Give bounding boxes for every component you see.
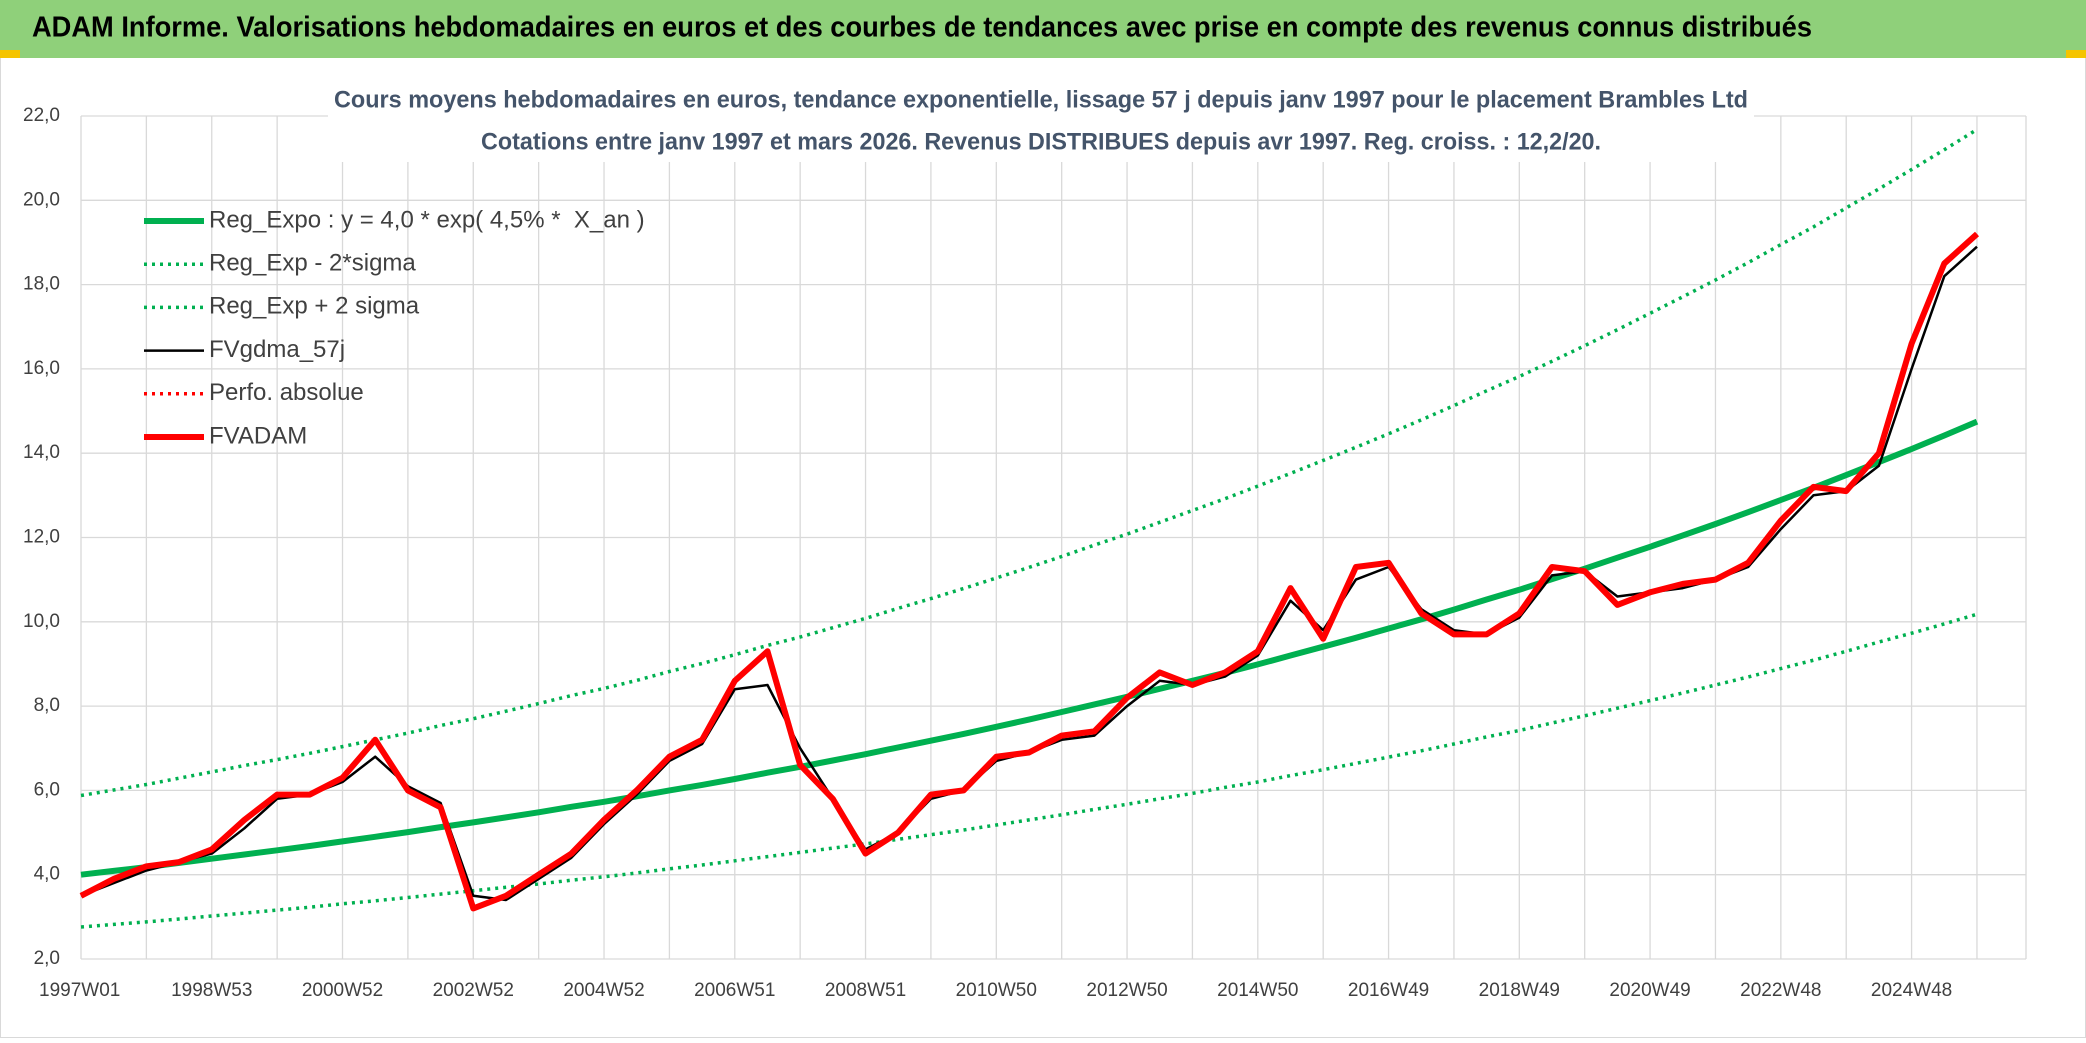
- x-tick-label: 1998W53: [171, 980, 252, 1001]
- y-tick-label: 4,0: [34, 864, 60, 885]
- y-tick-label: 12,0: [23, 527, 60, 548]
- y-tick-label: 2,0: [34, 948, 60, 969]
- x-tick-label: 2008W51: [825, 980, 906, 1001]
- x-tick-label: 2004W52: [563, 980, 644, 1001]
- legend-label: FVADAM: [209, 422, 307, 449]
- y-tick-label: 22,0: [23, 105, 60, 126]
- series-line: [80, 418, 1979, 878]
- legend: Reg_Expo : y = 4,0 * exp( 4,5% * X_an ) R…: [144, 206, 645, 449]
- legend-label: Perfo. absolue: [209, 379, 364, 406]
- x-tick-label: 2006W51: [694, 980, 775, 1001]
- corner: [2066, 50, 2086, 58]
- y-tick-label: 8,0: [34, 695, 60, 716]
- chart-title: Cours moyens hebdomadaires en euros, ten…: [334, 86, 1748, 113]
- x-tick-label: 2000W52: [302, 980, 383, 1001]
- plot: [79, 128, 1980, 929]
- chart-subtitle: Cotations entre janv 1997 et mars 2026. …: [481, 128, 1601, 155]
- series-line: [80, 612, 1978, 929]
- legend-label: Reg_Exp - 2*sigma: [209, 250, 416, 277]
- x-tick-label: 2012W50: [1086, 980, 1167, 1001]
- x-tick-label: 1997W01: [39, 980, 120, 1001]
- x-tick-label: 2002W52: [433, 980, 514, 1001]
- corner: [0, 50, 20, 58]
- y-tick-label: 14,0: [23, 442, 60, 463]
- y-tick-label: 10,0: [23, 611, 60, 632]
- header-bar: [0, 0, 2086, 58]
- legend-label: Reg_Exp + 2 sigma: [209, 293, 420, 320]
- legend-label: FVgdma_57j: [209, 336, 345, 363]
- series-line: [80, 128, 1978, 798]
- title-box: [328, 82, 1754, 162]
- x-tick-label: 2016W49: [1348, 980, 1429, 1001]
- grid: 2,0 4,0 6,0 8,0 10,0 12,0 14,0 16,0 18,0 20,0 22,0…: [23, 105, 2027, 1001]
- x-tick-label: 2018W49: [1479, 980, 1560, 1001]
- y-tick-label: 18,0: [23, 274, 60, 295]
- series-line: [79, 231, 1980, 912]
- legend-label: Reg_Expo : y = 4,0 * exp( 4,5% * X_an ): [209, 206, 645, 233]
- x-tick-label: 2020W49: [1609, 980, 1690, 1001]
- y-tick-label: 6,0: [34, 779, 60, 800]
- x-tick-label: 2010W50: [956, 980, 1037, 1001]
- y-tick-label: 16,0: [23, 358, 60, 379]
- x-tick-label: 2022W48: [1740, 980, 1821, 1001]
- header-title: ADAM Informe. Valorisations hebdomadaire…: [32, 12, 1812, 44]
- x-tick-label: 2014W50: [1217, 980, 1298, 1001]
- x-tick-label: 2024W48: [1871, 980, 1952, 1001]
- y-tick-label: 20,0: [23, 189, 60, 210]
